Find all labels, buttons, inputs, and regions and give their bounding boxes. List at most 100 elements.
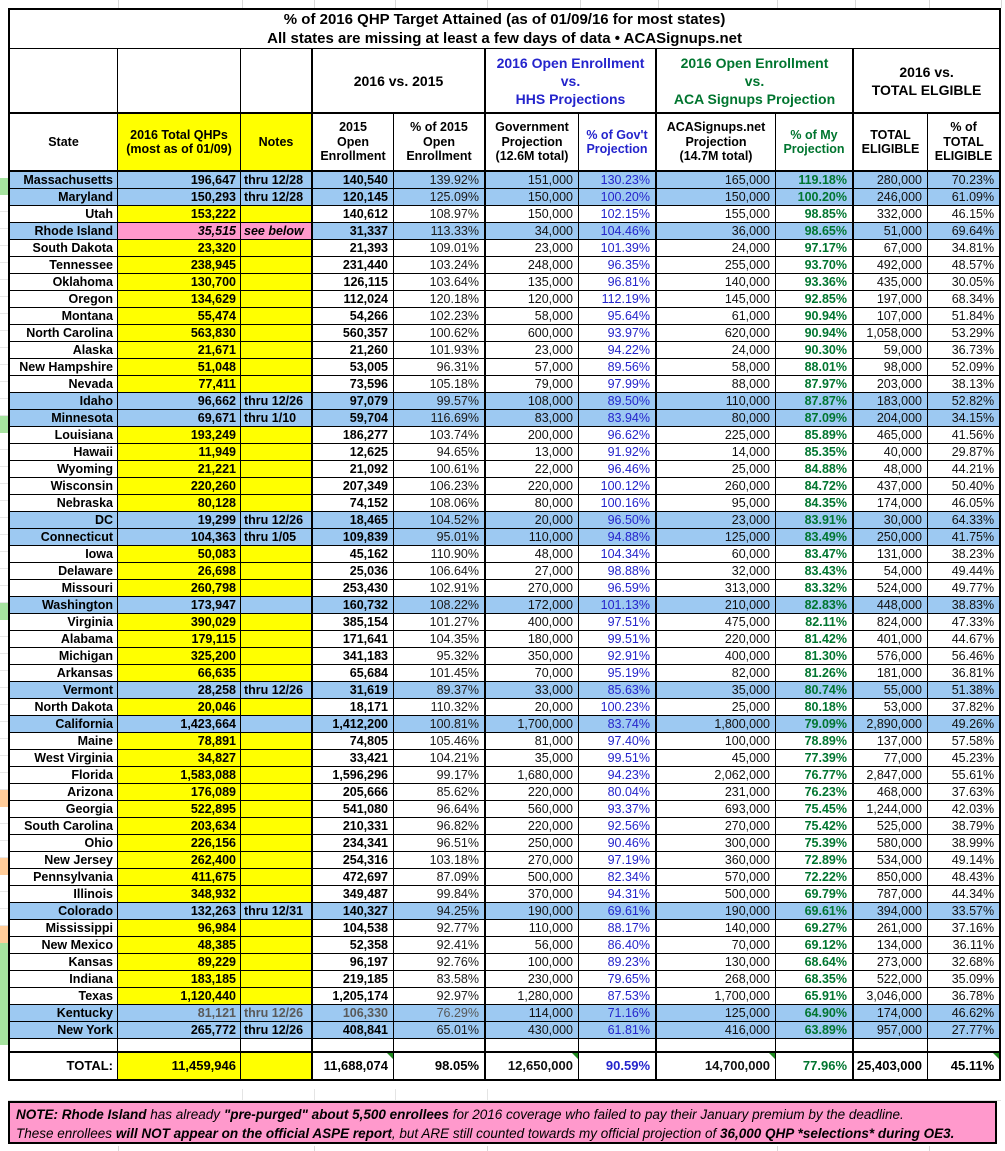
cell-total-qhps: 153,222: [118, 206, 241, 223]
cell-state: Tennessee: [10, 257, 118, 274]
cell-notes: [241, 648, 313, 665]
cell-total-eligible: 53,000: [854, 699, 928, 716]
cell-pct-total-eligible: 38.13%: [928, 376, 1000, 393]
cell-pct-total-eligible: 55.61%: [928, 767, 1000, 784]
cell-aca-projection: 23,000: [657, 512, 776, 529]
cell-state: Colorado: [10, 903, 118, 920]
cell-pct-gov: 80.04%: [579, 784, 657, 801]
total-gov-projection: 12,650,000: [486, 1053, 579, 1079]
cell-pct-my-projection: 75.42%: [776, 818, 854, 835]
cell-total-eligible: 465,000: [854, 427, 928, 444]
spacer-cell: [313, 1039, 394, 1053]
cell-state: Idaho: [10, 393, 118, 410]
cell-total-qhps: 390,029: [118, 614, 241, 631]
cell-gov-projection: 248,000: [486, 257, 579, 274]
cell-pct-2015: 94.25%: [394, 903, 486, 920]
cell-total-eligible: 204,000: [854, 410, 928, 427]
cell-aca-projection: 210,000: [657, 597, 776, 614]
cell-total-qhps: 173,947: [118, 597, 241, 614]
cell-2015-enrollment: 160,732: [313, 597, 394, 614]
cell-aca-projection: 110,000: [657, 393, 776, 410]
qhp-table-container: % of 2016 QHP Target Attained (as of 01/…: [8, 8, 1002, 1081]
cell-notes: [241, 580, 313, 597]
total-notes: [241, 1053, 313, 1079]
cell-2015-enrollment: 53,005: [313, 359, 394, 376]
cell-total-eligible: 787,000: [854, 886, 928, 903]
cell-pct-2015: 103.64%: [394, 274, 486, 291]
cell-notes: [241, 920, 313, 937]
table-row: Maryland 150,293 thru 12/28 120,145 125.…: [10, 189, 1000, 206]
cell-pct-my-projection: 85.89%: [776, 427, 854, 444]
margin-color-sliver: [0, 858, 8, 875]
table-row: New Hampshire 51,048 53,005 96.31% 57,00…: [10, 359, 1000, 376]
cell-notes: [241, 631, 313, 648]
cell-gov-projection: 57,000: [486, 359, 579, 376]
cell-total-eligible: 824,000: [854, 614, 928, 631]
cell-pct-gov: 97.99%: [579, 376, 657, 393]
cell-2015-enrollment: 106,330: [313, 1005, 394, 1022]
cell-notes: [241, 257, 313, 274]
cell-gov-projection: 151,000: [486, 172, 579, 189]
cell-total-eligible: 67,000: [854, 240, 928, 257]
cell-total-qhps: 55,474: [118, 308, 241, 325]
cell-2015-enrollment: 472,697: [313, 869, 394, 886]
cell-pct-total-eligible: 37.82%: [928, 699, 1000, 716]
group-header-aca-signups-projection: 2016 Open Enrollment vs. ACA Signups Pro…: [657, 49, 854, 114]
cell-state: Wisconsin: [10, 478, 118, 495]
cell-notes: [241, 206, 313, 223]
cell-gov-projection: 33,000: [486, 682, 579, 699]
cell-2015-enrollment: 1,205,174: [313, 988, 394, 1005]
cell-pct-my-projection: 88.01%: [776, 359, 854, 376]
cell-state: Nebraska: [10, 495, 118, 512]
table-row: Oklahoma 130,700 126,115 103.64% 135,000…: [10, 274, 1000, 291]
cell-gov-projection: 70,000: [486, 665, 579, 682]
cell-pct-my-projection: 63.89%: [776, 1022, 854, 1039]
cell-state: Illinois: [10, 886, 118, 903]
cell-total-eligible: 448,000: [854, 597, 928, 614]
cell-2015-enrollment: 140,327: [313, 903, 394, 920]
cell-state: Louisiana: [10, 427, 118, 444]
cell-pct-total-eligible: 38.23%: [928, 546, 1000, 563]
cell-pct-total-eligible: 49.44%: [928, 563, 1000, 580]
cell-pct-2015: 103.18%: [394, 852, 486, 869]
cell-total-qhps: 69,671: [118, 410, 241, 427]
cell-notes: [241, 563, 313, 580]
footnote-text: , but ARE still counted towards my offic…: [391, 1125, 721, 1141]
cell-state: Delaware: [10, 563, 118, 580]
table-title-block: % of 2016 QHP Target Attained (as of 01/…: [10, 10, 1000, 49]
cell-pct-total-eligible: 44.67%: [928, 631, 1000, 648]
cell-notes: [241, 784, 313, 801]
top-gridline-strip: [0, 0, 1005, 8]
cell-pct-my-projection: 81.30%: [776, 648, 854, 665]
cell-pct-gov: 89.23%: [579, 954, 657, 971]
cell-pct-total-eligible: 44.21%: [928, 461, 1000, 478]
cell-pct-total-eligible: 37.63%: [928, 784, 1000, 801]
total-pct-eligible: 45.11%: [928, 1053, 1000, 1079]
table-row: Georgia 522,895 541,080 96.64% 560,000 9…: [10, 801, 1000, 818]
cell-total-qhps: 262,400: [118, 852, 241, 869]
spacer-cell: [776, 1039, 854, 1053]
cell-state: New Mexico: [10, 937, 118, 954]
cell-pct-total-eligible: 49.26%: [928, 716, 1000, 733]
cell-aca-projection: 95,000: [657, 495, 776, 512]
cell-state: DC: [10, 512, 118, 529]
cell-notes: thru 1/05: [241, 529, 313, 546]
cell-state: Massachusetts: [10, 172, 118, 189]
table-row: Pennsylvania 411,675 472,697 87.09% 500,…: [10, 869, 1000, 886]
cell-state: Washington: [10, 597, 118, 614]
cell-total-eligible: 1,058,000: [854, 325, 928, 342]
cell-state: South Carolina: [10, 818, 118, 835]
cell-notes: [241, 733, 313, 750]
cell-pct-gov: 104.34%: [579, 546, 657, 563]
cell-pct-gov: 98.88%: [579, 563, 657, 580]
cell-gov-projection: 150,000: [486, 189, 579, 206]
cell-2015-enrollment: 120,145: [313, 189, 394, 206]
cell-pct-gov: 83.94%: [579, 410, 657, 427]
cell-notes: [241, 240, 313, 257]
cell-pct-gov: 94.23%: [579, 767, 657, 784]
cell-total-eligible: 280,000: [854, 172, 928, 189]
cell-total-eligible: 107,000: [854, 308, 928, 325]
group-header-hhs-projections: 2016 Open Enrollment vs. HHS Projections: [486, 49, 657, 114]
cell-total-qhps: 203,634: [118, 818, 241, 835]
cell-gov-projection: 172,000: [486, 597, 579, 614]
